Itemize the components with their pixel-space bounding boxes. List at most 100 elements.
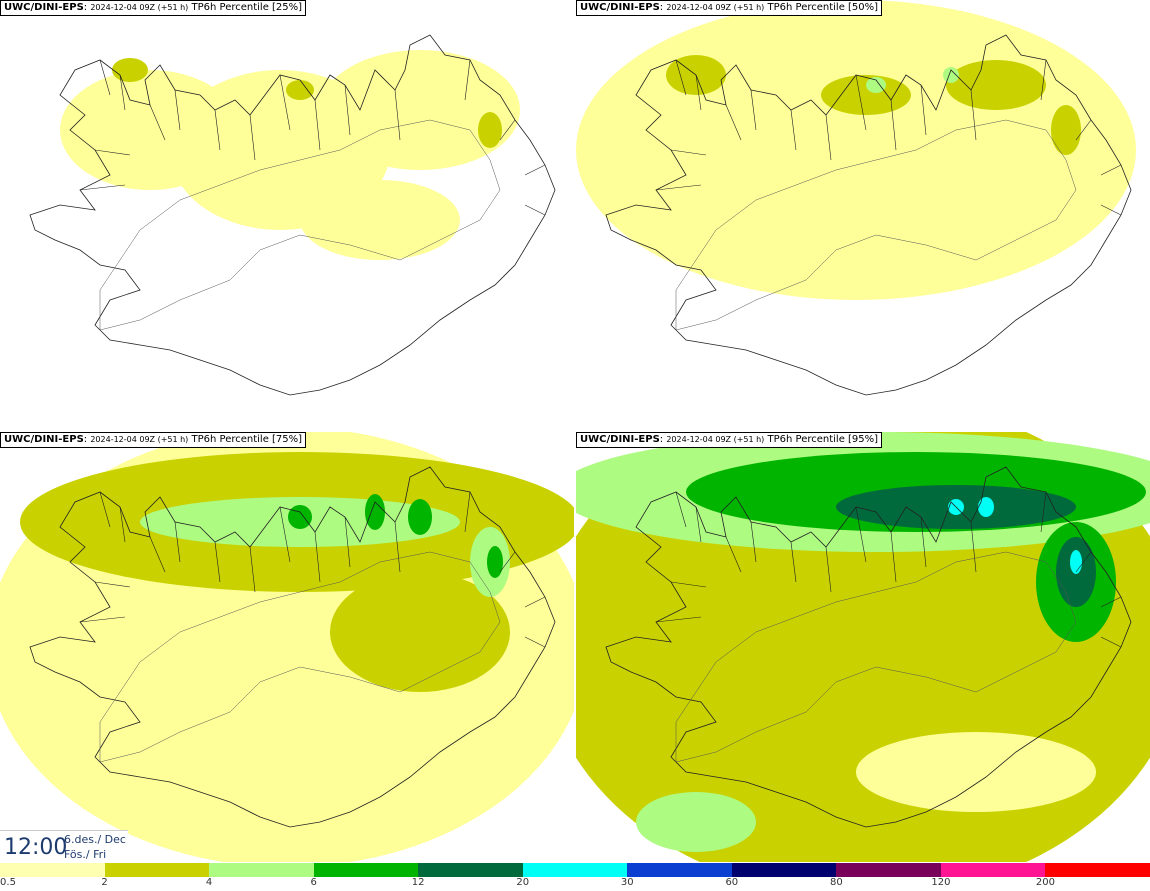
fjord-line — [670, 581, 707, 588]
map-panel-95: UWC/DINI-EPS: 2024-12-04 09Z (+51 h) TP6… — [576, 432, 1150, 862]
panel-title: UWC/DINI-EPS: 2024-12-04 09Z (+51 h) TP6… — [0, 432, 307, 448]
colorbar-segment — [627, 863, 732, 877]
colorbar-tick-label: 20 — [516, 877, 530, 888]
fjord-line — [655, 616, 702, 623]
colorbar-segment — [313, 863, 419, 877]
fjord-line — [855, 74, 867, 131]
fjord-line — [524, 164, 546, 176]
precip-area — [487, 546, 503, 578]
colorbar-segment — [1045, 863, 1150, 877]
valid-time-box: 12:00 6.des./ Dec Fös./ Fri — [0, 830, 128, 864]
fjord-line — [1100, 636, 1122, 648]
fjord-line — [1075, 119, 1092, 141]
colorbar-segment — [209, 863, 314, 877]
fjord-line — [464, 491, 471, 533]
colorbar-tick-label: 120 — [931, 877, 951, 888]
precip-area — [978, 497, 994, 517]
precip-map-95 — [576, 432, 1150, 862]
precip-area — [1070, 550, 1082, 574]
panel-title: UWC/DINI-EPS: 2024-12-04 09Z (+51 h) TP6… — [576, 0, 883, 16]
precip-area — [856, 732, 1096, 812]
fjord-line — [970, 521, 977, 573]
colorbar-tick-label: 12 — [411, 877, 425, 888]
fjord-line — [174, 89, 181, 131]
fjord-line — [1100, 164, 1122, 176]
valid-weekday: Fös./ Fri — [64, 848, 107, 861]
colorbar-segment — [731, 863, 837, 877]
fjord-line — [249, 114, 256, 161]
precip-map-50 — [576, 0, 1136, 396]
fjord-line — [695, 506, 702, 543]
colorbar-segment — [940, 863, 1046, 877]
precip-area — [320, 50, 520, 170]
panel-title: UWC/DINI-EPS: 2024-12-04 09Z (+51 h) TP6… — [576, 432, 883, 448]
precip-area — [330, 572, 510, 692]
fjord-line — [249, 546, 256, 593]
fjord-line — [675, 59, 687, 96]
colorbar-tick-label: 80 — [829, 877, 843, 888]
valid-date: 6.des./ Dec — [64, 833, 126, 846]
fjord-line — [920, 84, 927, 136]
colorbar-segment — [0, 863, 105, 877]
precip-map-25 — [29, 34, 556, 396]
fjord-line — [119, 506, 126, 543]
colorbar-tick-label: 4 — [205, 877, 213, 888]
colorbar-segment — [104, 863, 210, 877]
fjord-line — [314, 99, 321, 151]
colorbar-segment — [522, 863, 628, 877]
fjord-line — [279, 74, 291, 131]
fjord-line — [314, 531, 321, 583]
fjord-line — [499, 551, 516, 573]
fjord-line — [670, 149, 707, 156]
fjord-line — [214, 109, 221, 151]
fjord-line — [1075, 551, 1092, 573]
fjord-line — [524, 204, 546, 216]
precip-area — [943, 67, 959, 83]
fjord-line — [279, 506, 291, 563]
colorbar-tick-label: 2 — [101, 877, 108, 888]
fjord-line — [675, 491, 687, 528]
precip-area — [576, 0, 1136, 300]
fjord-line — [344, 84, 351, 136]
fjord-line — [750, 521, 757, 563]
fjord-line — [725, 536, 742, 573]
fjord-line — [725, 104, 742, 141]
precip-area — [1051, 105, 1081, 155]
fjord-line — [94, 149, 131, 156]
fjord-line — [394, 521, 401, 573]
fjord-line — [970, 89, 977, 141]
fjord-line — [524, 636, 546, 648]
fjord-line — [99, 491, 111, 528]
fjord-line — [1040, 59, 1047, 101]
colorbar-tick-label: 60 — [725, 877, 739, 888]
fjord-line — [174, 521, 181, 563]
fjord-line — [394, 89, 401, 141]
fjord-line — [750, 89, 757, 131]
precip-area — [300, 180, 460, 260]
map-panel-50: UWC/DINI-EPS: 2024-12-04 09Z (+51 h) TP6… — [576, 0, 1150, 430]
colorbar-tick-label: 0.5 — [0, 877, 16, 888]
fjord-line — [695, 74, 702, 111]
fjord-line — [1040, 491, 1047, 533]
precip-colorbar — [0, 863, 1150, 877]
precip-map-75 — [0, 432, 574, 862]
panel-title: UWC/DINI-EPS: 2024-12-04 09Z (+51 h) TP6… — [0, 0, 307, 16]
colorbar-segment — [418, 863, 523, 877]
precip-area — [866, 77, 886, 93]
fjord-line — [825, 114, 832, 161]
precip-area — [408, 499, 432, 535]
precip-area — [112, 58, 148, 82]
fjord-line — [214, 541, 221, 583]
precip-area — [636, 792, 756, 852]
fjord-line — [344, 516, 351, 568]
fjord-line — [855, 506, 867, 563]
road-network — [675, 551, 1077, 763]
fjord-line — [790, 109, 797, 151]
fjord-line — [920, 516, 927, 568]
road-network — [675, 119, 1077, 331]
map-panel-25: UWC/DINI-EPS: 2024-12-04 09Z (+51 h) TP6… — [0, 0, 574, 430]
colorbar-segment — [836, 863, 941, 877]
colorbar-tick-label: 6 — [310, 877, 317, 888]
fjord-line — [524, 596, 546, 608]
fjord-line — [1100, 204, 1122, 216]
